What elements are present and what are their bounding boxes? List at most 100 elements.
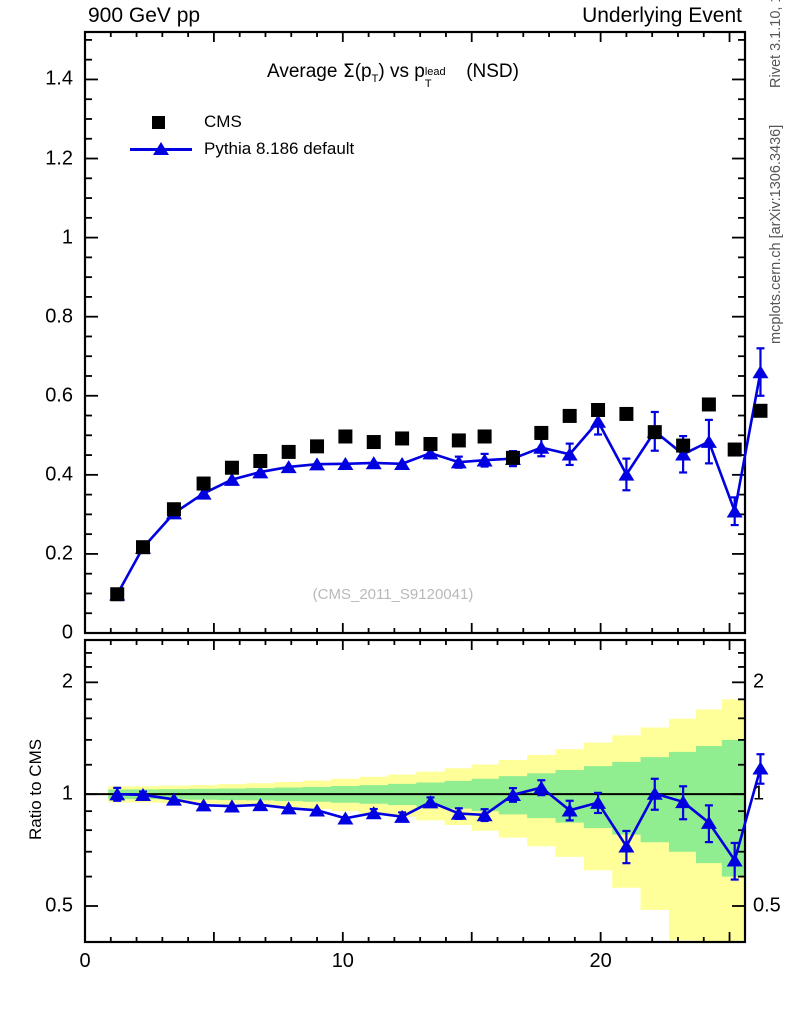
mc-marker-main: [422, 446, 439, 460]
cms-marker-main: [477, 429, 492, 444]
cms-marker-main: [281, 444, 296, 459]
mc-marker-main: [394, 456, 411, 471]
mc-marker-ratio: [109, 787, 126, 801]
ratio-band-inner: [108, 732, 745, 897]
mc-marker-main: [590, 414, 607, 428]
mc-marker-ratio: [394, 809, 411, 823]
cms-marker-main: [591, 402, 606, 417]
mc-marker-ratio: [561, 803, 578, 817]
header-right-label: Underlying Event: [582, 4, 742, 27]
y-tick-label-ratio-right: 1: [753, 782, 765, 805]
mc-marker-main: [533, 440, 550, 454]
mc-marker-ratio: [700, 815, 717, 829]
cms-marker-main: [619, 406, 634, 421]
cms-marker-main: [505, 450, 520, 465]
ratio-panel-frame: [83, 638, 747, 944]
title-prefix: Average: [267, 61, 343, 82]
mc-marker-main: [476, 453, 493, 467]
cms-marker-main: [338, 429, 353, 444]
y-tick-label-ratio-right: 0.5: [753, 894, 781, 917]
cms-marker-main: [166, 502, 181, 517]
mc-marker-ratio: [422, 795, 439, 809]
cms-marker-main: [676, 438, 691, 453]
cms-marker-main: [727, 442, 742, 457]
cms-marker-main: [423, 437, 438, 452]
mc-marker-main: [675, 447, 692, 461]
mc-marker-ratio: [646, 786, 663, 800]
title-sigma: Σ: [342, 60, 355, 82]
mc-marker-main: [618, 467, 635, 481]
mc-marker-main: [700, 434, 717, 448]
y-tick-label-main: 0.6: [45, 384, 73, 407]
cms-marker-main: [366, 435, 381, 450]
mc-marker-main: [252, 465, 269, 479]
title-suffix: (NSD): [460, 61, 519, 82]
x-tick-label: 10: [331, 950, 354, 972]
mc-marker-ratio: [450, 806, 467, 820]
mc-marker-main: [726, 504, 743, 518]
y-tick-label-ratio-right: 2: [753, 670, 765, 693]
cms-marker-main: [562, 408, 577, 423]
y-tick-label-main: 0: [61, 621, 73, 644]
mc-marker-main: [365, 456, 382, 470]
analysis-watermark: (CMS_2011_S9120041): [312, 586, 474, 603]
mc-curve-main: [116, 371, 762, 595]
y-tick-label-ratio-left: 2: [61, 670, 73, 693]
mc-marker-ratio: [504, 788, 521, 802]
y-tick-label-ratio-left: 1: [61, 782, 73, 805]
y-tick-label-main: 1.4: [45, 67, 73, 90]
mc-marker-ratio: [590, 795, 607, 809]
main-panel-frame: [83, 30, 747, 635]
legend-label-cms: CMS: [204, 111, 242, 131]
legend-item-pythia: Pythia 8.186 default: [128, 135, 354, 162]
mc-marker-ratio: [223, 799, 240, 813]
cms-marker-main: [701, 397, 716, 412]
mc-marker-ratio: [726, 853, 743, 867]
mc-marker-ratio: [752, 761, 769, 775]
cms-marker-main: [253, 454, 268, 469]
cms-marker-main: [753, 403, 768, 418]
cms-marker-main: [310, 439, 325, 454]
legend-marker-triangle-line: [128, 140, 194, 158]
mc-marker-ratio: [675, 795, 692, 809]
y-tick-label-main: 0.2: [45, 542, 73, 565]
mc-marker-main: [195, 486, 212, 500]
mc-marker-ratio: [280, 801, 297, 815]
mc-marker-main: [752, 365, 769, 379]
legend: CMS Pythia 8.186 default: [128, 108, 354, 162]
y-tick-label-main: 0.8: [45, 305, 73, 328]
title-mid: (p: [354, 61, 372, 82]
y-tick-label-main: 0.4: [45, 463, 73, 486]
y-tick-label-ratio-left: 0.5: [45, 894, 73, 917]
cms-marker-main: [647, 425, 662, 440]
ratio-band-outer: [108, 688, 745, 942]
mc-marker-ratio: [195, 798, 212, 812]
legend-marker-square: [128, 113, 194, 131]
mc-marker-ratio: [135, 788, 152, 802]
y-tick-label-main: 1.2: [45, 147, 73, 170]
y-tick-label-main: 1: [61, 226, 73, 249]
mc-marker-ratio: [476, 808, 493, 822]
title-vs: ) vs p: [378, 61, 425, 82]
mc-marker-main: [309, 457, 326, 471]
mc-marker-ratio: [252, 798, 269, 812]
x-tick-label: 20: [589, 950, 612, 972]
mc-marker-main: [450, 455, 467, 469]
cms-marker-main: [395, 431, 410, 446]
title-sub1: T: [371, 72, 379, 85]
x-tick-label: 0: [79, 950, 91, 972]
mc-marker-ratio: [165, 792, 182, 806]
plot-title: Average Σ(pT) vs p lead T (NSD): [267, 60, 519, 90]
legend-label-pythia: Pythia 8.186 default: [204, 138, 355, 158]
cms-marker-main: [196, 476, 211, 491]
mc-marker-main: [561, 447, 578, 461]
cms-marker-main: [136, 540, 151, 555]
mc-marker-main: [337, 456, 354, 471]
mc-marker-main: [280, 460, 297, 474]
mc-marker-main: [223, 472, 240, 486]
cms-marker-main: [110, 587, 125, 602]
cms-marker-main: [224, 460, 239, 475]
header-left-label: 900 GeV pp: [88, 4, 201, 27]
mc-marker-ratio: [533, 780, 550, 794]
